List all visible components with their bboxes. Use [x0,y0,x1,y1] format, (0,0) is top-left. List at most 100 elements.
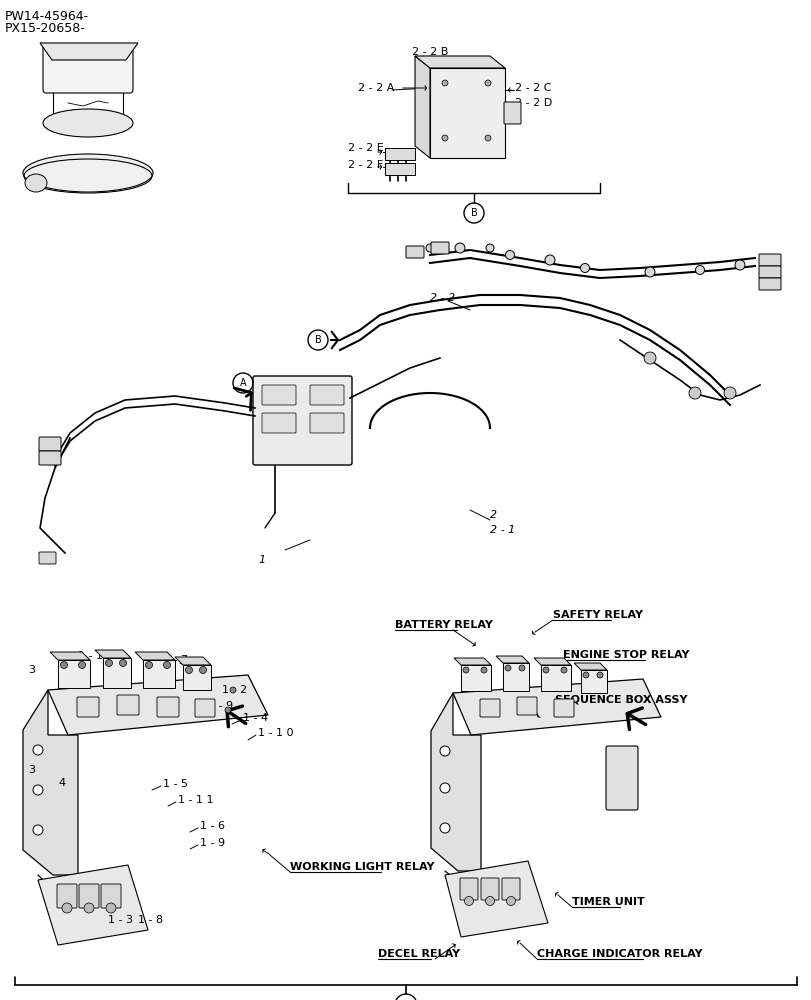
Text: 4: 4 [58,778,65,788]
FancyBboxPatch shape [39,437,61,451]
FancyBboxPatch shape [461,665,491,691]
Circle shape [440,746,449,756]
Ellipse shape [23,154,152,192]
FancyBboxPatch shape [758,266,780,278]
Circle shape [543,667,548,673]
FancyBboxPatch shape [101,884,121,908]
FancyBboxPatch shape [540,665,570,691]
FancyBboxPatch shape [310,413,344,433]
Text: WORKING LIGHT RELAY: WORKING LIGHT RELAY [290,862,434,872]
Circle shape [644,267,654,277]
Polygon shape [23,690,78,875]
Text: 2 - 2 D: 2 - 2 D [514,98,551,108]
FancyBboxPatch shape [758,278,780,290]
FancyBboxPatch shape [58,660,90,688]
FancyBboxPatch shape [253,376,351,465]
FancyBboxPatch shape [310,385,344,405]
Polygon shape [40,43,138,60]
Polygon shape [414,56,430,158]
Circle shape [441,80,448,86]
FancyBboxPatch shape [553,699,573,717]
Text: 2 - 2 A: 2 - 2 A [358,83,394,93]
Circle shape [462,667,469,673]
FancyBboxPatch shape [195,699,215,717]
FancyBboxPatch shape [504,102,521,124]
Circle shape [480,667,487,673]
Circle shape [484,80,491,86]
Polygon shape [95,650,131,658]
Circle shape [484,135,491,141]
Circle shape [723,387,735,399]
Text: PX15-20658-: PX15-20658- [5,22,86,35]
Circle shape [505,250,514,259]
FancyBboxPatch shape [157,697,178,717]
FancyBboxPatch shape [262,413,296,433]
Circle shape [426,244,433,252]
Circle shape [582,672,588,678]
Text: A: A [239,378,246,388]
Text: ENGINE STOP RELAY: ENGINE STOP RELAY [562,650,689,660]
Polygon shape [48,675,268,735]
Circle shape [464,896,473,906]
Text: PW14-45964-: PW14-45964- [5,10,89,23]
Circle shape [33,825,43,835]
Circle shape [596,672,603,678]
FancyBboxPatch shape [79,884,99,908]
Text: 2 - 2 C: 2 - 2 C [514,83,551,93]
Text: 1 - 2: 1 - 2 [221,685,247,695]
Circle shape [145,662,152,668]
Circle shape [119,660,127,666]
Circle shape [454,243,465,253]
FancyBboxPatch shape [57,884,77,908]
FancyBboxPatch shape [758,254,780,266]
Circle shape [580,263,589,272]
Circle shape [62,903,72,913]
Polygon shape [384,163,414,175]
Text: 1 - 1 0: 1 - 1 0 [258,728,293,738]
Polygon shape [135,652,175,660]
Circle shape [185,666,192,674]
Text: 3: 3 [28,765,35,775]
Circle shape [441,135,448,141]
FancyBboxPatch shape [479,699,500,717]
Text: 1 - 9: 1 - 9 [208,701,233,711]
Text: DECEL RELAY: DECEL RELAY [378,949,460,959]
Polygon shape [384,148,414,160]
FancyBboxPatch shape [517,697,536,715]
Ellipse shape [43,109,133,137]
FancyBboxPatch shape [502,663,528,691]
FancyBboxPatch shape [581,670,607,693]
Circle shape [33,745,43,755]
Circle shape [518,665,525,671]
Text: 2 - 2: 2 - 2 [430,293,455,303]
Text: BATTERY RELAY: BATTERY RELAY [394,620,492,630]
Polygon shape [414,56,504,68]
Text: TIMER UNIT: TIMER UNIT [571,897,644,907]
Polygon shape [496,656,528,663]
Circle shape [734,260,744,270]
Text: SEQUENCE BOX ASSY: SEQUENCE BOX ASSY [554,695,687,705]
Circle shape [506,896,515,906]
Circle shape [33,785,43,795]
FancyBboxPatch shape [406,246,423,258]
Circle shape [544,255,554,265]
Text: 1 - 9: 1 - 9 [200,838,225,848]
Ellipse shape [25,174,47,192]
FancyBboxPatch shape [605,746,637,810]
Circle shape [695,265,704,274]
Circle shape [440,823,449,833]
Circle shape [689,387,700,399]
Text: 1 - 5: 1 - 5 [163,779,188,789]
FancyBboxPatch shape [143,660,175,688]
FancyBboxPatch shape [430,68,504,158]
FancyBboxPatch shape [39,552,56,564]
Text: CHARGE INDICATOR RELAY: CHARGE INDICATOR RELAY [536,949,702,959]
FancyBboxPatch shape [103,658,131,688]
FancyBboxPatch shape [262,385,296,405]
Polygon shape [431,693,480,871]
Text: 1 - 3: 1 - 3 [108,915,133,925]
Polygon shape [50,652,90,660]
Polygon shape [534,658,570,665]
Circle shape [163,662,170,668]
Polygon shape [573,663,607,670]
